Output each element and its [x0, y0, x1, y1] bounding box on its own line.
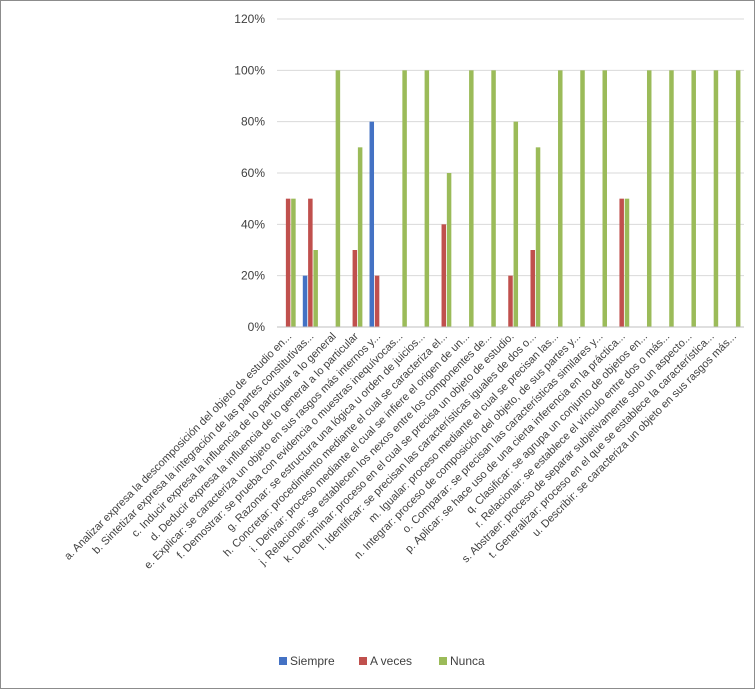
bar-siempre	[302, 275, 308, 327]
bar-nunca	[713, 70, 719, 327]
y-tick-label: 20%	[241, 269, 265, 283]
bars	[285, 70, 741, 328]
bar-nunca	[424, 70, 430, 327]
y-tick-label: 100%	[234, 63, 265, 77]
bar-a-veces	[374, 275, 380, 327]
bar-a-veces	[508, 275, 513, 327]
legend-swatch	[279, 657, 287, 665]
bar-a-veces	[352, 250, 358, 327]
bar-nunca	[357, 147, 363, 327]
bar-nunca	[291, 198, 296, 327]
legend-label: A veces	[370, 654, 412, 668]
bar-nunca	[624, 198, 630, 327]
legend: Siempre A veces Nunca	[279, 654, 485, 668]
bar-a-veces	[441, 224, 447, 327]
bar-nunca	[558, 70, 563, 327]
bar-a-veces	[530, 250, 535, 327]
bar-nunca	[513, 121, 519, 328]
y-tick-label: 80%	[241, 115, 265, 129]
bar-nunca	[491, 70, 496, 327]
bar-nunca	[335, 70, 341, 327]
gridlines	[277, 18, 744, 277]
bar-nunca	[446, 173, 452, 327]
bar-nunca	[691, 70, 696, 327]
bar-nunca	[669, 70, 674, 327]
legend-label: Nunca	[450, 654, 485, 668]
legend-label: Siempre	[290, 654, 335, 668]
y-tick-label: 60%	[241, 166, 265, 180]
y-tick-label: 0%	[248, 320, 266, 334]
bar-nunca	[313, 250, 318, 327]
legend-swatch	[359, 657, 367, 665]
bar-a-veces	[308, 198, 313, 327]
x-axis-category-labels: a. Analizar expresa la descomposición de…	[62, 330, 739, 571]
y-tick-label: 40%	[241, 217, 265, 231]
bar-nunca	[580, 70, 585, 327]
bar-nunca	[735, 70, 741, 327]
y-axis-ticks: 0% 20% 40% 60% 80% 100% 120%	[234, 12, 265, 334]
bar-nunca	[535, 147, 541, 327]
bar-nunca	[602, 70, 608, 327]
bar-nunca	[646, 70, 652, 327]
bar-a-veces	[619, 198, 624, 327]
bar-siempre	[369, 121, 375, 328]
legend-swatch	[439, 657, 447, 665]
bar-nunca	[402, 70, 407, 327]
y-tick-label: 120%	[234, 12, 265, 26]
bar-nunca	[469, 70, 474, 327]
bar-a-veces	[285, 198, 291, 327]
